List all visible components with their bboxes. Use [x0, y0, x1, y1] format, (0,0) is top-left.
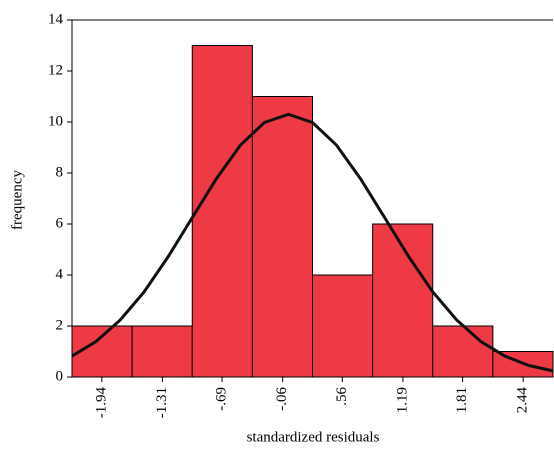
- bar: [191, 45, 253, 378]
- bar: [312, 274, 374, 378]
- y-tick-label: 10: [48, 113, 63, 129]
- x-tick-label: 2.44: [515, 387, 531, 414]
- bar: [432, 325, 494, 378]
- bar: [131, 325, 193, 378]
- y-tick-label: 8: [56, 164, 64, 180]
- x-tick-label: -1.94: [93, 387, 109, 419]
- y-tick-label: 0: [56, 368, 64, 384]
- bar: [251, 96, 313, 378]
- y-axis-label: frequency: [9, 170, 25, 230]
- normal-curve: [71, 112, 554, 373]
- x-axis-label: standardized residuals: [247, 429, 380, 445]
- y-tick-label: 14: [48, 11, 64, 27]
- x-tick-label: 1.19: [394, 387, 410, 413]
- y-tick-label: 2: [56, 317, 64, 333]
- x-tick-label: -.06: [274, 387, 290, 411]
- y-tick-label: 6: [56, 215, 64, 231]
- x-tick-label: -.69: [214, 387, 230, 411]
- x-tick-label: .56: [334, 387, 350, 406]
- y-tick-label: 12: [48, 62, 63, 78]
- y-tick-label: 4: [56, 266, 64, 282]
- x-tick-label: 1.81: [454, 387, 470, 413]
- x-tick-label: -1.31: [154, 387, 170, 418]
